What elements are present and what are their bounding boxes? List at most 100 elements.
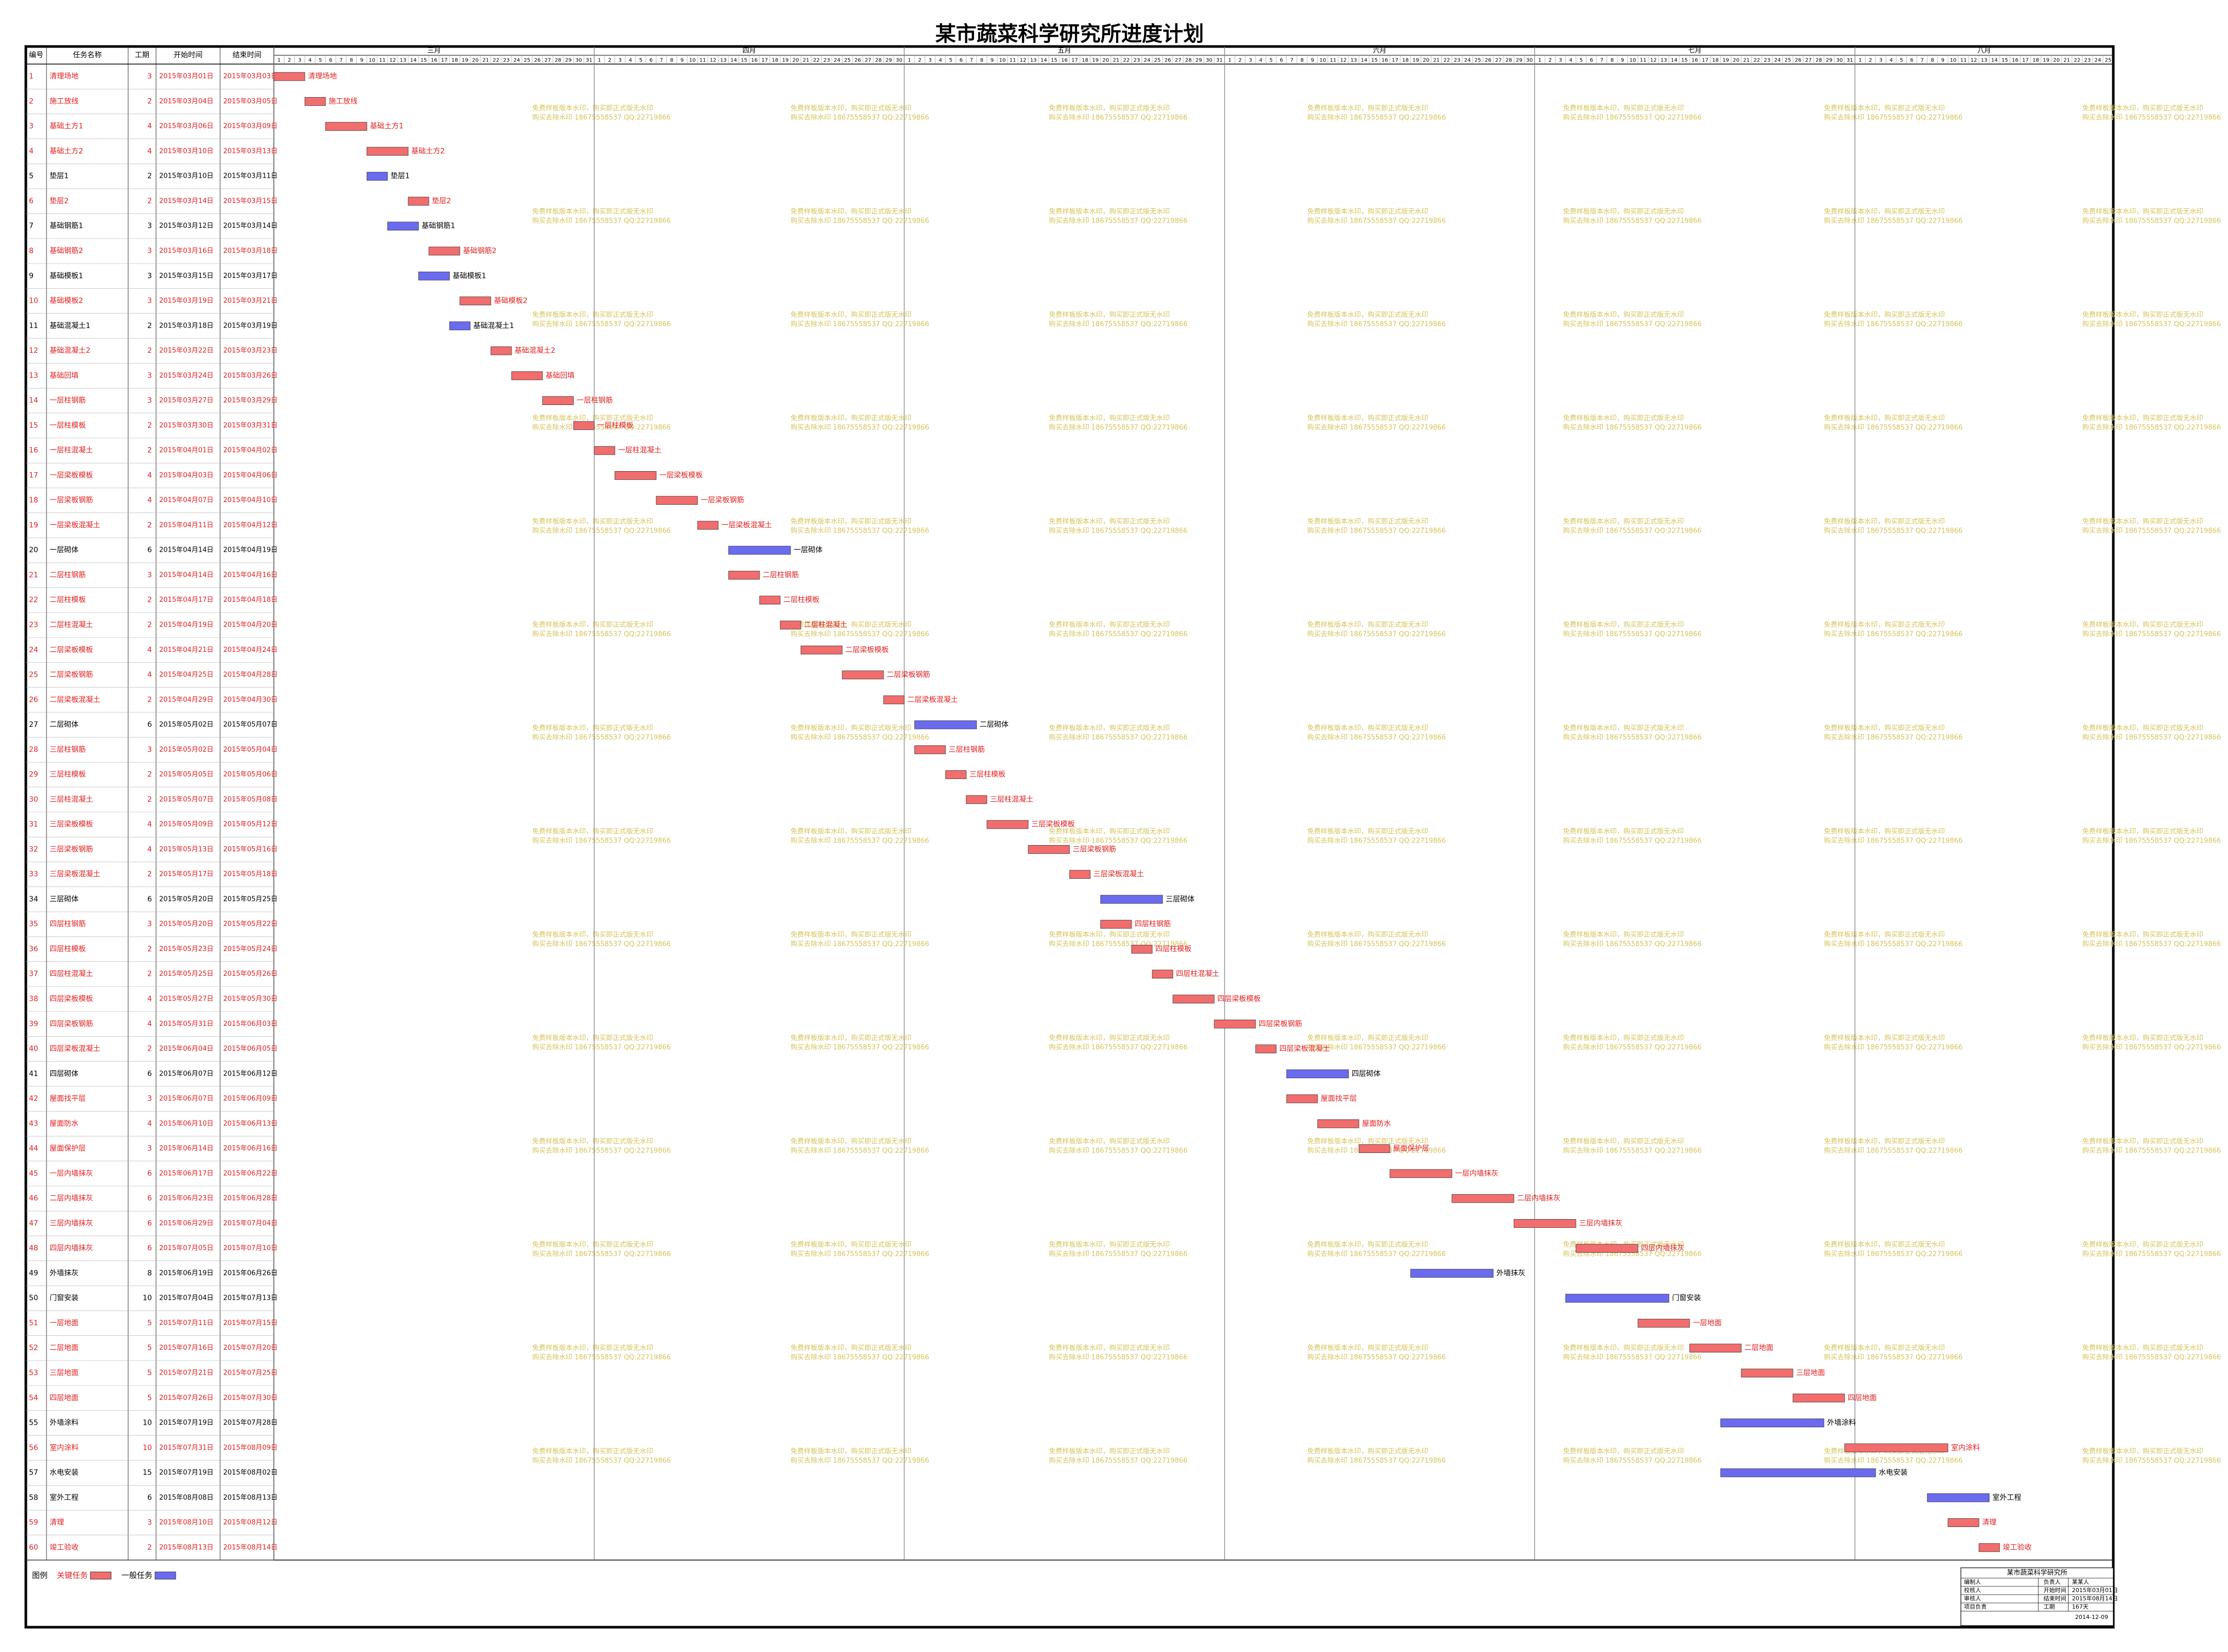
watermark: 购买去除水印 18675558537 QQ:22719866 <box>1824 734 1962 742</box>
watermark: 免费样板版本水印，购买即正式版无水印 <box>1824 1034 1945 1042</box>
task-start: 2015年08月10日 <box>159 1519 213 1526</box>
task-start: 2015年04月03日 <box>159 472 213 479</box>
task-name: 竣工验收 <box>50 1544 79 1552</box>
day-label: 10 <box>999 58 1006 64</box>
task-start: 2015年03月24日 <box>159 372 213 380</box>
day-label: 25 <box>524 58 531 64</box>
task-bar <box>1214 1019 1256 1028</box>
watermark: 购买去除水印 18675558537 QQ:22719866 <box>791 837 929 845</box>
watermark: 购买去除水印 18675558537 QQ:22719866 <box>1049 630 1187 638</box>
watermark: 免费样板版本水印，购买即正式版无水印 <box>791 931 911 939</box>
bar-label: 清理 <box>1982 1519 1997 1527</box>
day-label: 12 <box>1971 58 1977 64</box>
task-end: 2015年08月12日 <box>223 1519 277 1526</box>
bar-label: 基础土方1 <box>370 122 404 131</box>
day-label: 18 <box>2033 58 2039 64</box>
task-id: 18 <box>29 496 38 505</box>
day-label: 29 <box>886 58 892 64</box>
day-label: 25 <box>844 58 851 64</box>
watermark: 免费样板版本水印，购买即正式版无水印 <box>791 1241 911 1249</box>
day-label: 23 <box>1134 58 1140 64</box>
watermark: 购买去除水印 18675558537 QQ:22719866 <box>791 217 929 225</box>
task-name: 清理场地 <box>50 72 79 81</box>
task-bar <box>1358 1144 1390 1154</box>
day-label: 10 <box>369 58 376 64</box>
task-start: 2015年05月31日 <box>159 1020 213 1028</box>
task-end: 2015年04月02日 <box>223 447 277 455</box>
task-id: 57 <box>29 1469 38 1477</box>
task-id: 25 <box>29 671 38 679</box>
watermark: 免费样板版本水印，购买即正式版无水印 <box>1824 104 1945 113</box>
watermark: 购买去除水印 18675558537 QQ:22719866 <box>1049 217 1187 225</box>
watermark: 购买去除水印 18675558537 QQ:22719866 <box>1307 837 1446 845</box>
day-label: 25 <box>1154 58 1161 64</box>
task-id: 36 <box>29 945 38 953</box>
day-label: 6 <box>1280 58 1283 64</box>
bar-label: 四层梁板钢筋 <box>1259 1019 1302 1028</box>
task-name: 三层地面 <box>50 1369 79 1377</box>
task-bar <box>1131 945 1153 954</box>
watermark: 购买去除水印 18675558537 QQ:22719866 <box>1307 114 1446 122</box>
task-start: 2015年03月01日 <box>159 73 213 81</box>
task-duration: 2 <box>147 446 152 455</box>
task-id: 1 <box>29 72 34 81</box>
watermark: 购买去除水印 18675558537 QQ:22719866 <box>1307 320 1446 329</box>
task-start: 2015年04月25日 <box>159 671 213 679</box>
watermark: 免费样板版本水印，购买即正式版无水印 <box>1049 828 1170 836</box>
day-label: 10 <box>1630 58 1636 64</box>
day-label: 20 <box>1103 58 1109 64</box>
day-label: 27 <box>1495 58 1502 64</box>
watermark: 购买去除水印 18675558537 QQ:22719866 <box>1049 1250 1187 1258</box>
task-name: 四层柱钢筋 <box>50 919 86 928</box>
task-duration: 3 <box>147 745 152 754</box>
task-end: 2015年07月13日 <box>223 1295 277 1302</box>
task-end: 2015年03月13日 <box>223 147 277 155</box>
day-label: 13 <box>400 58 407 64</box>
day-label: 29 <box>1196 58 1202 64</box>
day-label: 11 <box>1330 58 1337 64</box>
day-label: 8 <box>980 58 983 64</box>
task-end: 2015年04月10日 <box>223 496 277 504</box>
watermark: 免费样板版本水印，购买即正式版无水印 <box>1307 208 1428 216</box>
day-label: 6 <box>1590 58 1593 64</box>
watermark: 免费样板版本水印，购买即正式版无水印 <box>2082 1447 2203 1456</box>
task-id: 45 <box>29 1170 38 1178</box>
watermark: 购买去除水印 18675558537 QQ:22719866 <box>1049 320 1187 329</box>
bar-label: 三层柱钢筋 <box>949 745 985 754</box>
task-id: 30 <box>29 796 38 804</box>
watermark: 购买去除水印 18675558537 QQ:22719866 <box>2082 320 2221 329</box>
day-label: 10 <box>1950 58 1957 64</box>
task-start: 2015年06月07日 <box>159 1095 213 1103</box>
task-name: 屋面防水 <box>50 1119 79 1128</box>
task-start: 2015年03月15日 <box>159 272 213 280</box>
task-bar <box>1947 1518 1979 1528</box>
task-name: 三层内墙抹灰 <box>50 1219 93 1227</box>
task-start: 2015年03月27日 <box>159 397 213 404</box>
bar-label: 二层砌体 <box>980 721 1009 729</box>
task-bar <box>573 421 595 430</box>
task-duration: 2 <box>147 347 152 355</box>
day-label: 17 <box>1392 58 1399 64</box>
title-block-left: 审核人 <box>1964 1595 1981 1602</box>
watermark: 购买去除水印 18675558537 QQ:22719866 <box>1824 1043 1962 1052</box>
task-duration: 4 <box>147 646 152 654</box>
task-start: 2015年06月07日 <box>159 1070 213 1078</box>
task-start: 2015年03月18日 <box>159 322 213 330</box>
task-end: 2015年03月19日 <box>223 322 277 330</box>
task-duration: 3 <box>147 1519 152 1527</box>
bar-label: 三层砌体 <box>1166 895 1195 903</box>
day-label: 26 <box>1165 58 1171 64</box>
task-end: 2015年06月12日 <box>223 1070 277 1078</box>
day-label: 7 <box>660 58 663 64</box>
day-label: 24 <box>834 58 841 64</box>
watermark: 购买去除水印 18675558537 QQ:22719866 <box>791 527 929 535</box>
title-block-value: 167天 <box>2072 1603 2088 1610</box>
task-bar <box>366 172 388 181</box>
watermark: 免费样板版本水印，购买即正式版无水印 <box>1049 1447 1170 1456</box>
task-start: 2015年03月30日 <box>159 422 213 429</box>
day-label: 19 <box>462 58 469 64</box>
watermark: 购买去除水印 18675558537 QQ:22719866 <box>1563 734 1701 742</box>
bar-label: 三层地面 <box>1796 1369 1825 1377</box>
day-label: 23 <box>1764 58 1771 64</box>
